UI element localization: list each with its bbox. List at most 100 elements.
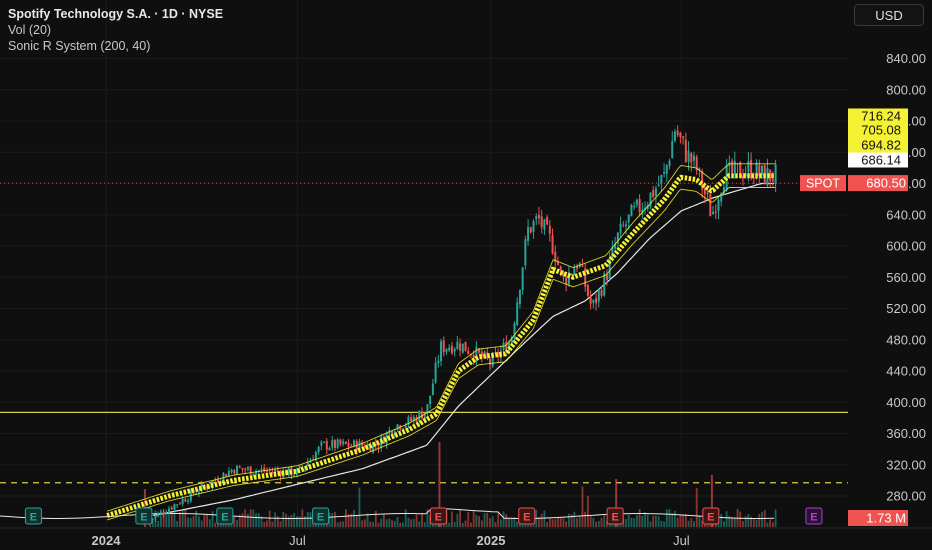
volume-bar [459,509,461,527]
candle-body [486,352,489,359]
volume-bar [396,516,399,527]
volume-bar [282,511,285,527]
candle-body [429,395,432,405]
volume-bar [649,521,652,527]
chart-title: Spotify Technology S.A. · 1D · NYSE [8,7,224,21]
candle-body [314,452,317,461]
volume-bar [644,512,646,527]
volume-bar [638,509,641,527]
candle-body [625,224,627,227]
volume-indicator-label[interactable]: Vol (20) [8,23,52,37]
candle-body [592,299,595,303]
candle-body [255,470,258,474]
candle-body [257,470,260,472]
candle-body [453,348,456,352]
volume-bar [725,511,728,527]
candle-body [665,165,668,174]
volume-bar [431,522,434,527]
volume-bar [179,511,181,527]
candle-body [178,503,181,505]
volume-bar [162,510,165,527]
volume-bar [693,521,695,527]
candle-body [524,239,527,266]
volume-bar [385,519,388,527]
candle-body [331,440,334,448]
candle-body [516,302,519,325]
volume-bar [415,514,418,527]
candle-body [385,432,388,445]
candle-body [608,258,611,279]
candle-body [761,165,763,175]
candle-body [227,470,230,476]
volume-bar [380,518,383,527]
volume-bar [249,509,252,527]
candle-body [249,466,252,475]
volume-bar [502,511,505,527]
candle-body [750,159,753,179]
candle-body [246,467,249,470]
candle-body [459,343,462,351]
volume-bar [690,518,693,527]
volume-bar [679,514,682,527]
volume-bar [266,520,268,527]
candle-body [505,341,508,353]
volume-bar [404,509,407,527]
candle-body [703,187,706,195]
currency-button[interactable]: USD [854,4,924,26]
candle-body [265,470,268,472]
volume-bar [176,521,179,527]
volume-bar [470,522,472,527]
y-tick-label: 440.00 [886,364,926,379]
volume-bar [274,512,277,527]
candle-body [361,442,364,446]
volume-bar [663,521,665,527]
volume-bar [709,522,712,527]
axis-value-label: 694.82 [861,138,901,153]
candle-body [673,131,676,141]
volume-bar [562,518,565,527]
candle-body [225,474,228,477]
earnings-marker [216,507,234,525]
candle-body [611,247,614,259]
volume-bar [257,513,260,527]
price-axis [850,0,932,550]
earnings-marker [135,507,153,525]
x-tick-label: Jul [289,533,306,548]
volume-bar [181,510,184,527]
candle-body [353,440,355,447]
volume-bar [461,522,464,527]
candle-body [589,296,592,304]
volume-bar [671,513,674,527]
candle-body [366,444,369,448]
candle-body [731,160,734,173]
volume-bar [168,512,170,527]
last-price-label: 680.50 [866,176,906,191]
volume-bar [627,514,630,527]
volume-bar [731,517,733,527]
candle-body [287,467,290,476]
candle-body [663,172,666,174]
candle-body [573,268,576,276]
candle-body [654,188,657,196]
earnings-marker-label: E [611,512,618,524]
volume-bar [271,521,274,527]
candle-body [546,217,549,225]
candle-body [244,468,247,471]
candle-body [510,337,513,344]
candle-body [170,507,173,510]
axis-value-label: 716.24 [861,109,901,124]
candle-body [635,199,638,205]
moving-average-line [153,182,775,517]
volume-bar [467,512,470,527]
volume-bar [159,515,162,527]
volume-bar [491,516,494,527]
volume-bar [630,517,633,527]
volume-bar [603,515,606,527]
volume-bar [646,514,649,527]
volume-bar [247,513,249,527]
candle-body [622,224,625,226]
sonic-indicator-label[interactable]: Sonic R System (200, 40) [8,39,151,53]
candle-body [774,164,777,184]
volume-bar [165,514,168,527]
